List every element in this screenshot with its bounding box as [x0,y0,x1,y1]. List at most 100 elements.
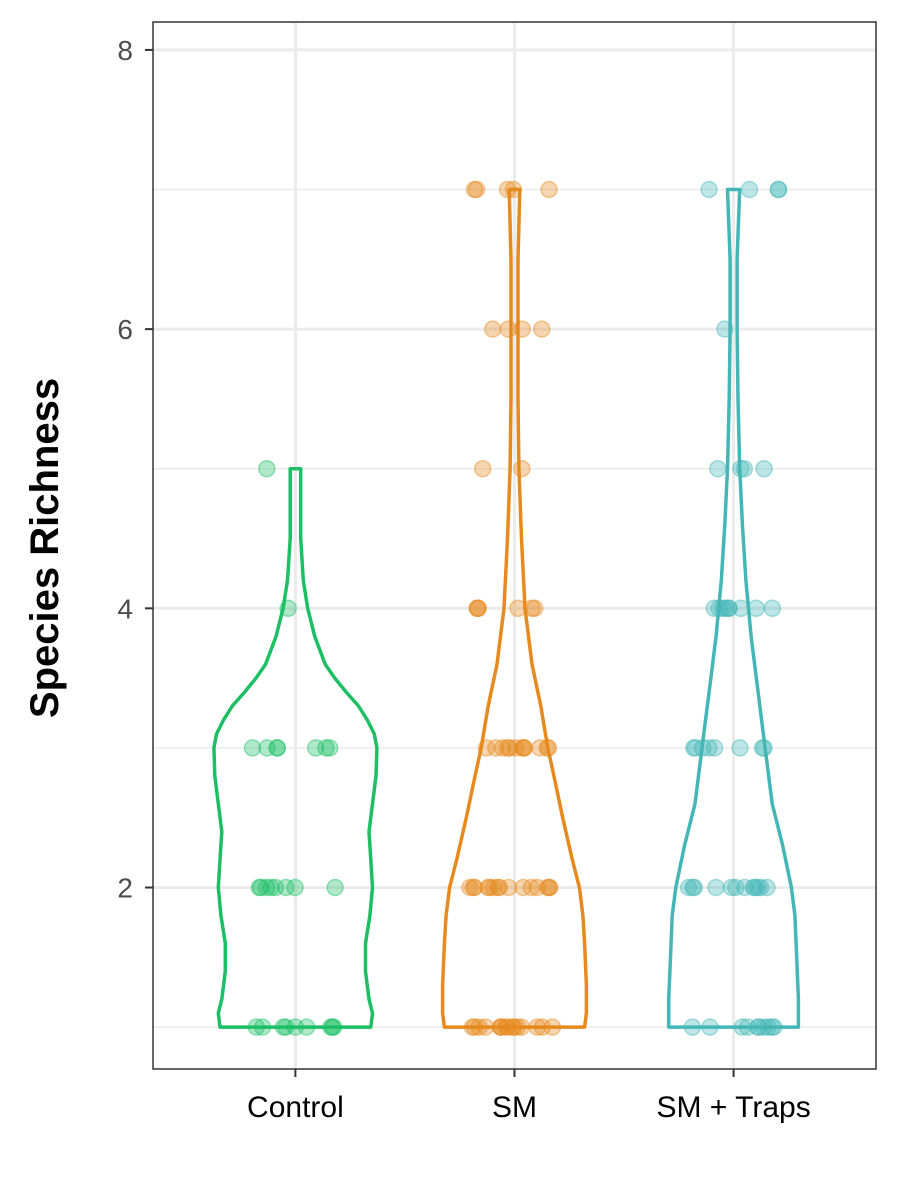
data-point [467,180,486,199]
data-point [751,878,770,897]
data-point [700,180,718,199]
data-point [754,1018,773,1036]
data-point [476,1018,495,1036]
data-point [755,459,773,478]
data-point [705,739,724,757]
data-point [266,878,285,897]
data-point [465,1018,484,1036]
data-point [322,1018,340,1036]
data-point [492,1018,510,1036]
data-point [769,180,788,199]
data-point [470,1018,488,1036]
y-axis: 2 4 6 8 [117,35,153,904]
data-point [262,878,280,897]
data-point [257,878,276,897]
data-point [468,599,487,618]
y-tick-label: 4 [117,593,133,624]
y-tick-label: 2 [117,873,133,904]
data-point [541,878,559,897]
data-point [508,1018,526,1036]
data-point [489,878,507,897]
data-point [317,739,335,757]
data-point [514,878,532,897]
grid-major [153,22,876,1069]
data-point [710,599,728,618]
data-point [512,1018,531,1036]
data-point [268,739,286,757]
data-point [755,739,773,757]
data-point [540,180,558,199]
data-point [297,1018,316,1036]
data-point [326,878,344,897]
data-point [461,878,479,897]
data-point [732,599,750,618]
data-point [499,320,518,338]
data-point [494,739,512,757]
data-point [277,878,295,897]
data-point [473,459,492,478]
data-point [243,739,262,757]
data-point [714,599,732,618]
violin-2 [440,187,589,1029]
data-point [753,739,772,757]
x-tick-label: SM + Traps [656,1091,810,1124]
y-axis-title: Species Richness [23,378,67,718]
data-point [477,739,496,757]
data-point [749,1018,767,1036]
data-point [492,1018,510,1036]
data-point [277,1018,295,1036]
data-point [498,739,517,757]
data-point [513,320,531,338]
data-point [748,878,767,897]
data-points [243,180,788,1036]
data-point [506,739,525,757]
data-point [538,878,557,897]
data-point [709,459,727,478]
x-tick-label: Control [247,1091,344,1124]
data-point [491,1018,510,1036]
data-point [539,739,558,757]
data-point [705,599,723,618]
data-point [749,1018,768,1036]
violins [212,187,801,1029]
data-point [523,599,541,618]
data-point [498,180,517,199]
data-point [465,878,484,897]
data-point [679,878,698,897]
data-point [465,180,484,199]
data-point [701,1018,719,1036]
data-point [540,878,558,897]
data-point [247,1018,266,1036]
data-point [738,1018,757,1036]
data-point [274,1018,293,1036]
data-point [525,599,544,618]
data-point [503,1018,522,1036]
data-point [258,459,276,478]
data-point [509,599,527,618]
data-point [484,878,503,897]
data-point [513,739,532,757]
data-point [759,1018,777,1036]
data-point [735,459,754,478]
data-point [504,180,523,199]
data-point [543,1018,562,1036]
violin-1 [212,466,379,1029]
data-point [744,878,763,897]
data-point [480,878,499,897]
data-point [700,739,718,757]
data-point [252,878,270,897]
data-point [469,599,488,618]
data-point [258,739,276,757]
data-point [758,878,776,897]
data-point [464,878,483,897]
data-point [693,739,712,757]
data-point [746,878,764,897]
x-tick-label: SM [492,1091,537,1124]
data-point [522,878,541,897]
y-tick-label: 6 [117,314,133,345]
y-tick-label: 8 [117,35,133,66]
data-point [528,1018,547,1036]
data-point [514,739,533,757]
data-point [528,878,547,897]
